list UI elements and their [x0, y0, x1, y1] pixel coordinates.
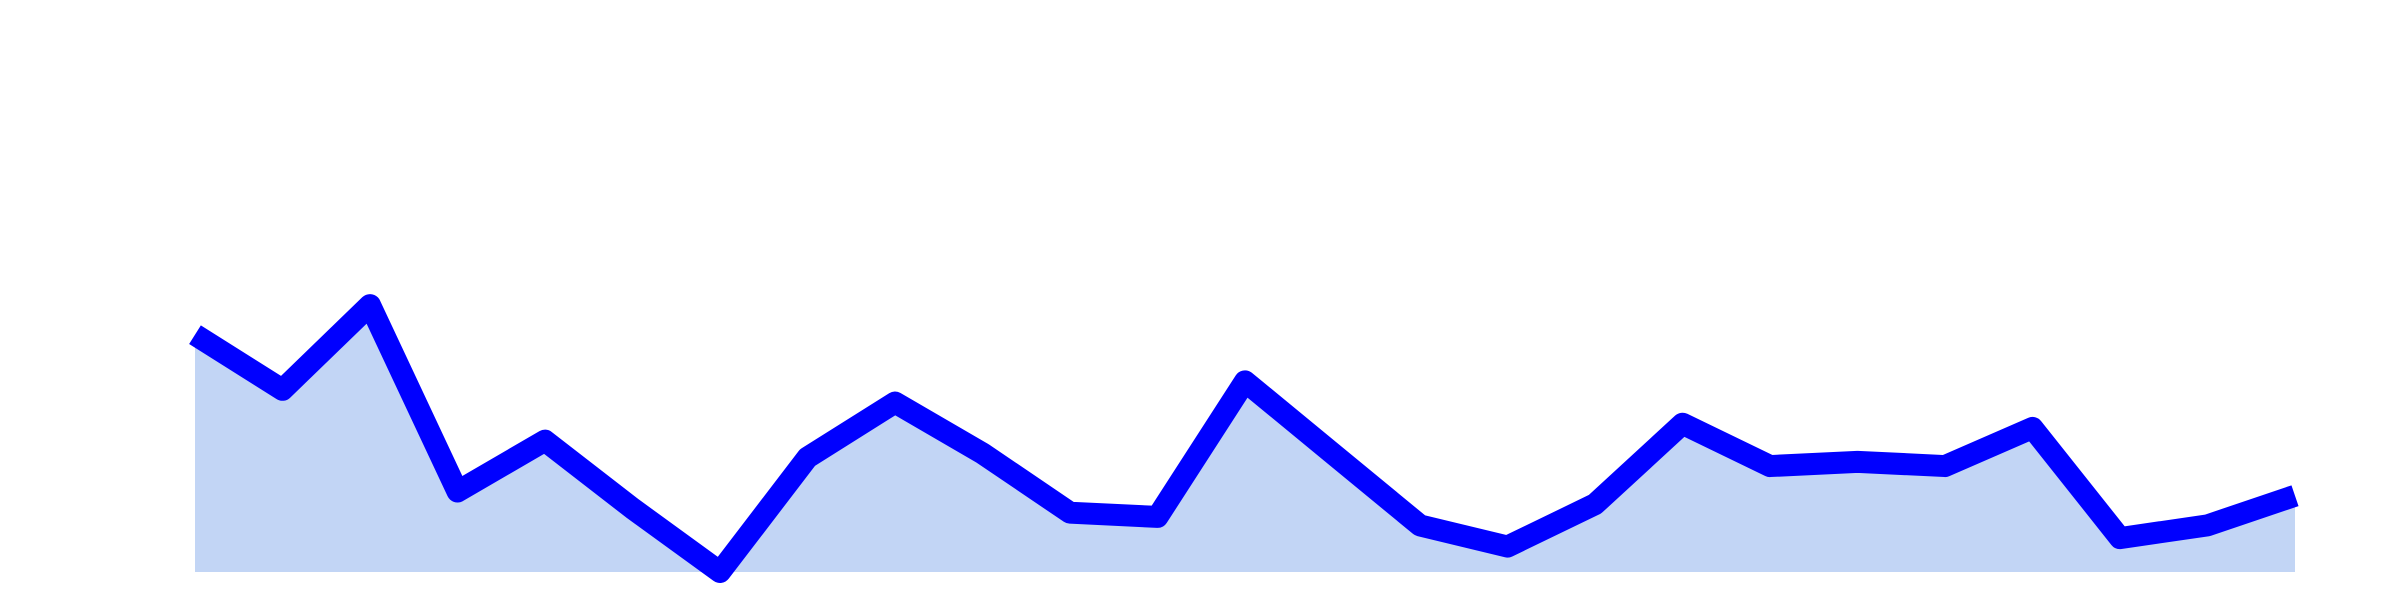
area-layer	[195, 305, 2295, 572]
series-line	[189, 294, 2299, 583]
area-fill	[195, 305, 2295, 572]
line-layer	[189, 294, 2299, 583]
